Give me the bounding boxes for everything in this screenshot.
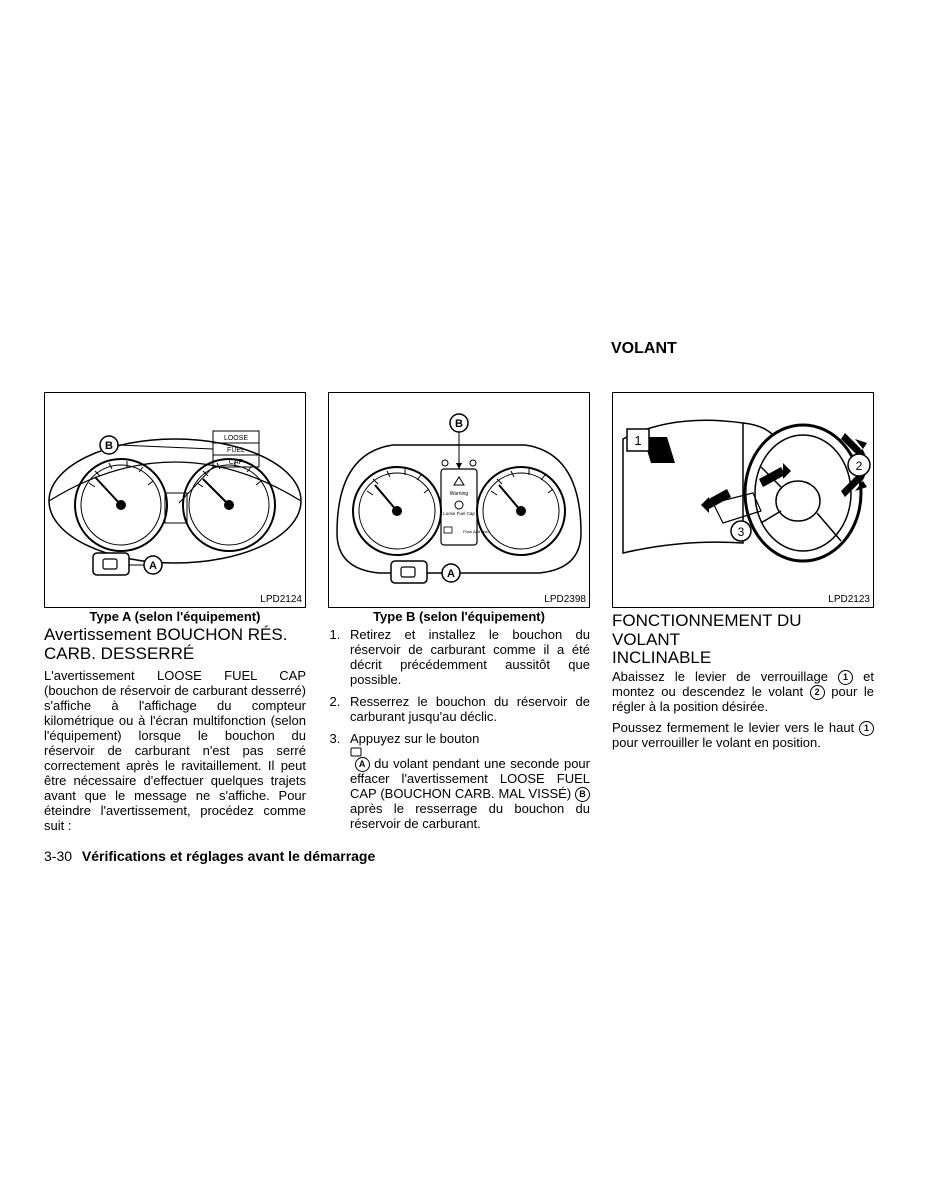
- chapter-title: Vérifications et réglages avant le démar…: [82, 848, 375, 864]
- gauge-cluster-a-icon: LOOSE FUEL CAP B A: [45, 393, 305, 607]
- callout-a-icon: A: [355, 757, 370, 772]
- svg-text:Warning: Warning: [450, 491, 469, 497]
- step3-mid: du volant pendant une seconde pour effac…: [350, 756, 590, 801]
- caption-type-a: Type A (selon l'équipement): [44, 609, 306, 624]
- page-footer: 3-30 Vérifications et réglages avant le …: [44, 848, 375, 864]
- svg-text:FUEL: FUEL: [227, 447, 245, 454]
- callout-1b-icon: 1: [859, 721, 874, 736]
- p2-pre: Poussez fermement le levier vers le haut: [612, 720, 859, 735]
- svg-text:Loose Fuel Cap: Loose Fuel Cap: [443, 511, 475, 516]
- callout-2-icon: 2: [810, 685, 825, 700]
- heading-line2: CARB. DESSERRÉ: [44, 644, 194, 663]
- callout-b-icon: B: [575, 787, 590, 802]
- tilt-steering-icon: 1 3 2: [613, 393, 873, 607]
- caption-type-b: Type B (selon l'équipement): [328, 609, 590, 624]
- svg-text:2: 2: [856, 459, 863, 473]
- callout-1-icon: 1: [838, 670, 853, 685]
- heading-line1: Avertissement BOUCHON RÉS.: [44, 625, 287, 644]
- page-number: 3-30: [44, 848, 72, 864]
- manual-page: VOLANT: [0, 0, 927, 1200]
- figure-steering-wheel: 1 3 2: [612, 392, 874, 608]
- step3-post: après le resserrage du bouchon du réserv…: [350, 801, 590, 831]
- svg-text:3: 3: [738, 525, 745, 539]
- svg-text:1: 1: [634, 433, 641, 448]
- heading3-line2: INCLINABLE: [612, 648, 711, 667]
- tilt-para1: Abaissez le levier de verrouillage 1 et …: [612, 670, 874, 715]
- step-1: Retirez et installez le bouchon du réser…: [344, 628, 590, 688]
- p2-post: pour verrouiller le volant en position.: [612, 735, 821, 750]
- gauge-cluster-b-icon: Warning Loose Fuel Cap Push And Hold B A: [329, 393, 589, 607]
- loose-fuel-cap-heading: Avertissement BOUCHON RÉS. CARB. DESSERR…: [44, 626, 306, 663]
- svg-text:CAP: CAP: [229, 459, 244, 466]
- p1-pre: Abaissez le levier de verrouillage: [612, 669, 838, 684]
- svg-text:B: B: [455, 418, 463, 430]
- section-header-volant: VOLANT: [611, 340, 677, 358]
- figure-code-a: LPD2124: [260, 594, 302, 605]
- heading3-line1: FONCTIONNEMENT DU VOLANT: [612, 611, 802, 649]
- svg-text:B: B: [105, 440, 113, 452]
- column-type-b: Warning Loose Fuel Cap Push And Hold B A: [328, 392, 590, 839]
- step-2: Resserrez le bouchon du réservoir de car…: [344, 695, 590, 725]
- tilt-steering-heading: FONCTIONNEMENT DU VOLANT INCLINABLE: [612, 612, 874, 668]
- svg-text:A: A: [149, 560, 157, 572]
- reset-steps-list: Retirez et installez le bouchon du réser…: [328, 628, 590, 839]
- step-3: Appuyez sur le bouton A du volant pendan…: [344, 732, 590, 832]
- figure-code-b: LPD2398: [544, 594, 586, 605]
- step3-pre: Appuyez sur le bouton: [350, 731, 479, 746]
- figure-type-a: LOOSE FUEL CAP B A: [44, 392, 306, 608]
- figure-code-steering: LPD2123: [828, 594, 870, 605]
- three-column-layout: LOOSE FUEL CAP B A: [44, 392, 874, 839]
- tilt-para2: Poussez fermement le levier vers le haut…: [612, 721, 874, 751]
- svg-text:Push And Hold: Push And Hold: [463, 529, 489, 534]
- figure-type-b: Warning Loose Fuel Cap Push And Hold B A: [328, 392, 590, 608]
- column-type-a: LOOSE FUEL CAP B A: [44, 392, 306, 839]
- svg-text:LOOSE: LOOSE: [224, 435, 248, 442]
- column-volant: 1 3 2: [612, 392, 874, 839]
- reset-button-icon: [350, 747, 362, 757]
- loose-fuel-cap-body: L'avertissement LOOSE FUEL CAP (bouchon …: [44, 669, 306, 833]
- svg-text:A: A: [447, 568, 455, 580]
